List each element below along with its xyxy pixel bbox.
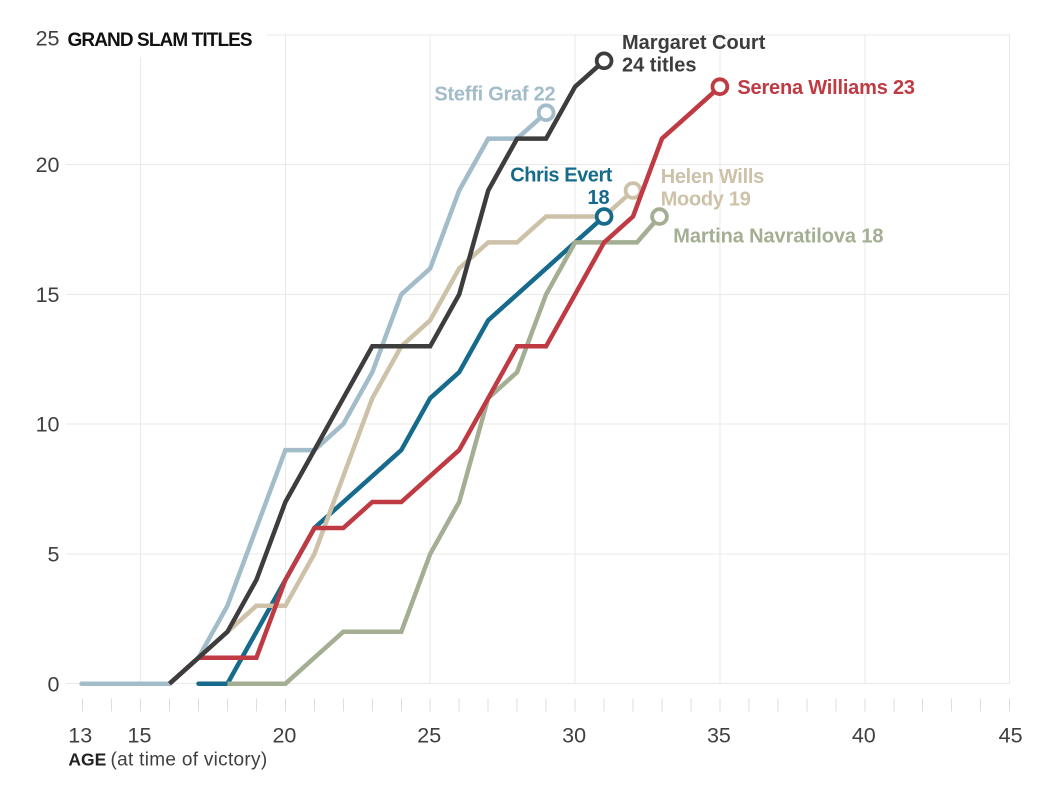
svg-text:25: 25 (36, 26, 60, 50)
svg-text:20: 20 (272, 724, 296, 748)
svg-text:45: 45 (999, 724, 1023, 748)
svg-text:Steffi Graf 22: Steffi Graf 22 (434, 83, 555, 105)
svg-text:(at time of victory): (at time of victory) (111, 750, 268, 771)
svg-text:13: 13 (68, 724, 92, 748)
svg-text:GRAND SLAM TITLES: GRAND SLAM TITLES (68, 30, 252, 51)
svg-text:0: 0 (48, 672, 60, 696)
svg-text:24 titles: 24 titles (622, 54, 696, 76)
svg-text:10: 10 (36, 413, 60, 437)
svg-text:5: 5 (48, 543, 60, 567)
svg-text:AGE: AGE (68, 750, 106, 770)
svg-text:20: 20 (36, 153, 60, 177)
svg-text:40: 40 (852, 724, 876, 748)
svg-text:Moody 19: Moody 19 (661, 189, 751, 211)
svg-text:18: 18 (587, 187, 609, 209)
svg-text:15: 15 (36, 283, 60, 307)
svg-text:Serena Williams 23: Serena Williams 23 (737, 77, 915, 99)
svg-text:Helen Wills: Helen Wills (661, 166, 764, 188)
svg-text:35: 35 (707, 724, 731, 748)
svg-text:Martina Navratilova 18: Martina Navratilova 18 (673, 226, 883, 248)
svg-text:30: 30 (562, 724, 586, 748)
svg-text:Margaret Court: Margaret Court (622, 32, 766, 54)
svg-text:15: 15 (128, 724, 152, 748)
svg-text:25: 25 (417, 724, 441, 748)
svg-text:Chris Evert: Chris Evert (510, 164, 613, 186)
